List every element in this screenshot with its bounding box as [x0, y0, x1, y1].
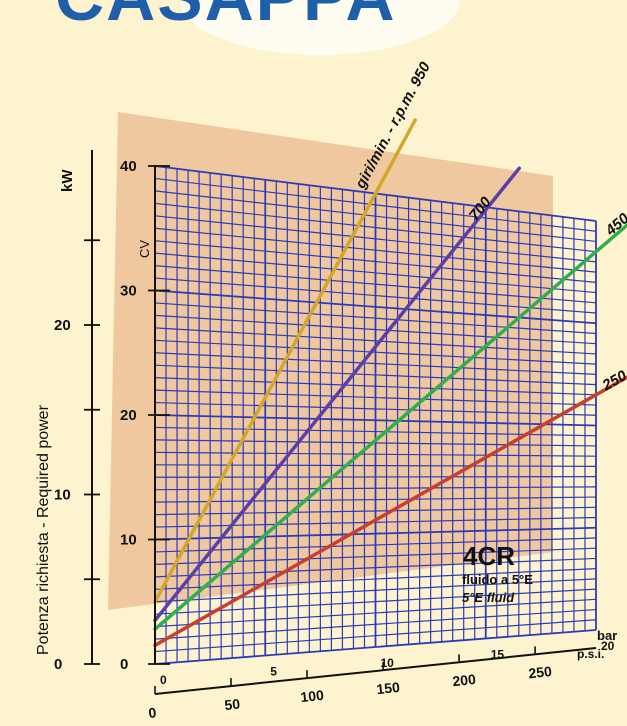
bar-tick-label: 20	[601, 639, 615, 653]
series-line-950	[153, 118, 417, 604]
kw-tick-label: 0	[54, 656, 62, 673]
grid-hline	[154, 451, 597, 457]
fluid-english: 5°E fluid	[462, 590, 515, 605]
psi-axis-ticks: 0 50 100 150 200 250	[148, 646, 553, 721]
grid-hline	[154, 547, 597, 565]
series-line-450	[153, 222, 627, 631]
grid-hline	[154, 401, 597, 416]
psi-tick-label: 50	[224, 695, 241, 713]
bar-unit-label: bar	[597, 628, 617, 643]
psi-tick-label: 250	[528, 663, 553, 681]
grid-hline	[154, 252, 597, 294]
grid-hline	[154, 314, 597, 345]
grid-hline	[154, 526, 597, 541]
psi-axis-line	[154, 647, 597, 695]
grid-hline	[154, 629, 597, 665]
grid-hline	[154, 389, 597, 406]
logo-glow	[180, 0, 460, 55]
psi-tick-label: 200	[452, 671, 477, 689]
grid-hline	[154, 578, 597, 603]
grid-hline	[154, 327, 597, 355]
grid-hline	[154, 377, 597, 396]
grid-hline	[154, 557, 597, 578]
kw-tick-label: 10	[54, 487, 71, 504]
grid-hline	[154, 190, 597, 243]
grid-hline	[154, 240, 597, 283]
y-outer-label: Potenza richiesta - Required power	[35, 404, 52, 655]
grid-hline	[154, 516, 597, 528]
grid-hline	[154, 608, 597, 640]
psi-tick-label: 150	[376, 679, 401, 697]
fluid-italian: fluido a 5°E	[462, 572, 533, 587]
bar-tick-label: 0	[160, 673, 167, 687]
grid-hline	[154, 439, 597, 447]
series-line-250	[153, 375, 627, 648]
bar-tick-label: 5	[270, 665, 277, 679]
series-label-450: 450	[602, 210, 627, 240]
grid-hline	[154, 496, 597, 503]
grid-hline	[154, 339, 597, 365]
cv-tick-label: 0	[120, 656, 128, 673]
grid-hline	[154, 364, 597, 386]
grid-hline	[154, 215, 597, 263]
cv-tick-label: 40	[120, 158, 137, 175]
kw-axis-ticks: 0 10 20	[54, 239, 100, 673]
cv-unit-label: CV	[137, 240, 152, 258]
cv-tick-label: 20	[120, 407, 137, 424]
grid-hline	[154, 227, 597, 273]
model-label: 4CR	[463, 541, 515, 571]
cv-axis-ticks: 0 10 20 30 40	[120, 158, 170, 673]
psi-unit-label: p.s.i.	[577, 647, 604, 661]
series-line-700	[153, 166, 522, 623]
psi-tick-label: 100	[300, 687, 325, 705]
grid-hline	[154, 619, 597, 653]
kw-unit-label: kW	[59, 169, 76, 192]
psi-tick-label: 0	[148, 704, 158, 721]
rpm-curves	[153, 118, 627, 648]
grid-hline	[154, 177, 597, 232]
cv-tick-label: 10	[120, 532, 137, 549]
grid	[154, 165, 597, 665]
grid-hline	[154, 277, 597, 314]
grid-hline	[154, 486, 597, 491]
grid-hline	[154, 506, 597, 516]
grid-hline	[154, 476, 597, 478]
cv-tick-label: 30	[120, 283, 137, 300]
grid-hline	[154, 537, 597, 553]
grid-hline	[154, 302, 597, 335]
kw-tick-label: 20	[54, 317, 71, 334]
grid-hline	[154, 289, 597, 325]
grid-hline	[154, 598, 597, 628]
grid-hline	[154, 352, 597, 375]
grid-hline	[154, 568, 597, 590]
grid-hline	[154, 588, 597, 615]
logo: CASAPPA	[55, 0, 396, 35]
grid-hline	[154, 202, 597, 253]
grid-hline	[154, 265, 597, 304]
bar-tick-label: 10	[381, 656, 395, 670]
grid-hline	[154, 414, 597, 427]
grid-hline	[154, 426, 597, 437]
